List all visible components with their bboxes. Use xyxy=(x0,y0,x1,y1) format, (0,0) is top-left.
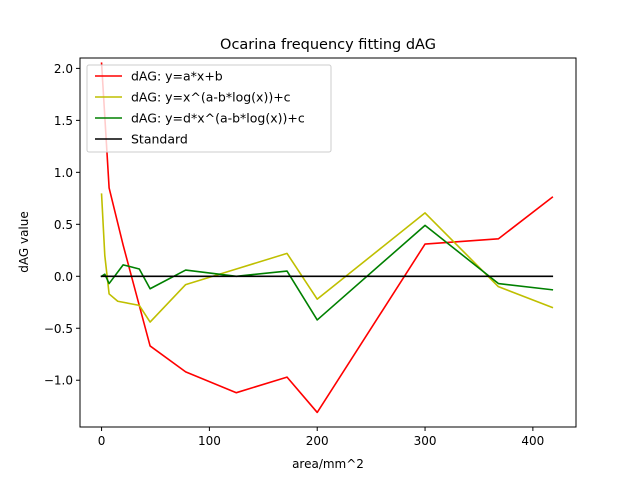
y-axis: −1.0 −0.5 0.0 0.5 1.0 1.5 2.0 xyxy=(44,62,80,388)
y-tick-label: 0.0 xyxy=(54,270,73,284)
legend-box xyxy=(86,64,332,153)
series-line-1 xyxy=(100,62,554,414)
legend-label-1: dAG: y=a*x+b xyxy=(131,69,223,84)
x-tick-label: 0 xyxy=(98,434,106,448)
series-line-3 xyxy=(100,224,554,321)
y-tick-label: 2.0 xyxy=(54,62,73,76)
y-tick-label: 0.5 xyxy=(54,218,73,232)
plot-area xyxy=(100,62,554,414)
x-axis-label: area/mm^2 xyxy=(292,457,364,471)
legend-label-3: dAG: y=d*x^(a-b*log(x))+c xyxy=(131,111,305,126)
x-axis: 0 100 200 300 400 xyxy=(98,427,544,448)
x-tick-label: 200 xyxy=(306,434,329,448)
y-tick-label: 1.0 xyxy=(54,166,73,180)
legend-label-2: dAG: y=x^(a-b*log(x))+c xyxy=(131,90,291,105)
series-line-2 xyxy=(100,193,554,323)
axes-frame xyxy=(79,57,577,428)
x-tick-label: 100 xyxy=(198,434,221,448)
legend: dAG: y=a*x+b dAG: y=x^(a-b*log(x))+c dAG: … xyxy=(86,64,332,153)
x-tick-label: 400 xyxy=(521,434,544,448)
y-tick-label: −0.5 xyxy=(44,322,73,336)
chart-title: Ocarina frequency fitting dAG xyxy=(220,37,436,53)
x-tick-label: 300 xyxy=(414,434,437,448)
legend-label-4: Standard xyxy=(131,132,188,147)
y-tick-label: 1.5 xyxy=(54,114,73,128)
y-tick-label: −1.0 xyxy=(44,374,73,388)
y-axis-label: dAG value xyxy=(17,211,31,273)
